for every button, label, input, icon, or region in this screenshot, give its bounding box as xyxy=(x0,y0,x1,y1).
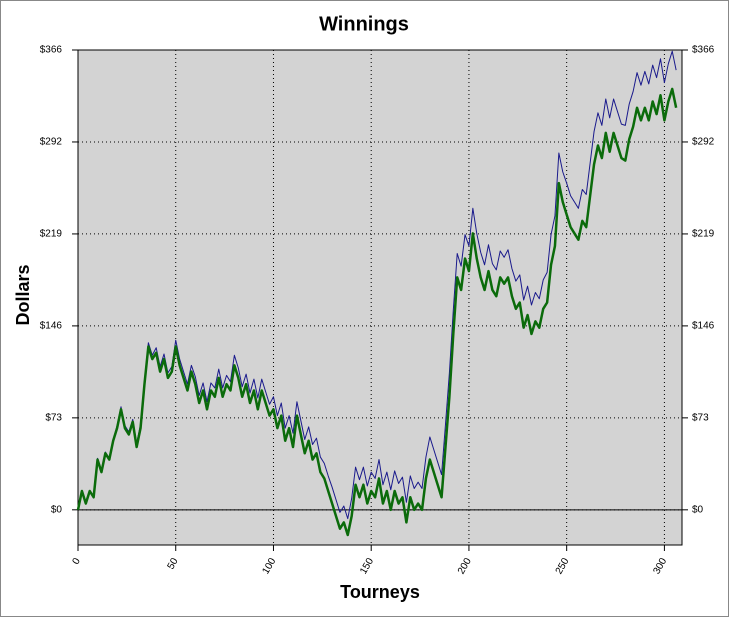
x-axis-title: Tourneys xyxy=(340,582,420,602)
y2-tick-label: $0 xyxy=(692,504,704,515)
chart-title: Winnings xyxy=(319,13,409,35)
series-line xyxy=(76,87,678,537)
x-tick-label: 0 xyxy=(71,556,84,567)
y-tick-label: $0 xyxy=(51,504,63,515)
y-tick-label: $73 xyxy=(45,412,62,423)
y2-tick-label: $219 xyxy=(692,229,715,240)
y2-tick-label: $366 xyxy=(692,45,715,56)
y-tick-label: $366 xyxy=(40,45,63,56)
y-tick-label: $146 xyxy=(40,321,63,332)
y2-tick-label: $292 xyxy=(692,137,715,148)
y2-tick-label: $146 xyxy=(692,321,715,332)
y2-tick-label: $73 xyxy=(692,412,709,423)
plot-area xyxy=(78,50,682,545)
y-tick-label: $219 xyxy=(40,229,63,240)
y-axis-title: Dollars xyxy=(13,264,33,325)
plot-border xyxy=(77,49,683,546)
y-tick-label: $292 xyxy=(40,137,63,148)
x-tick-label: 50 xyxy=(166,556,181,572)
series-line xyxy=(77,50,677,520)
